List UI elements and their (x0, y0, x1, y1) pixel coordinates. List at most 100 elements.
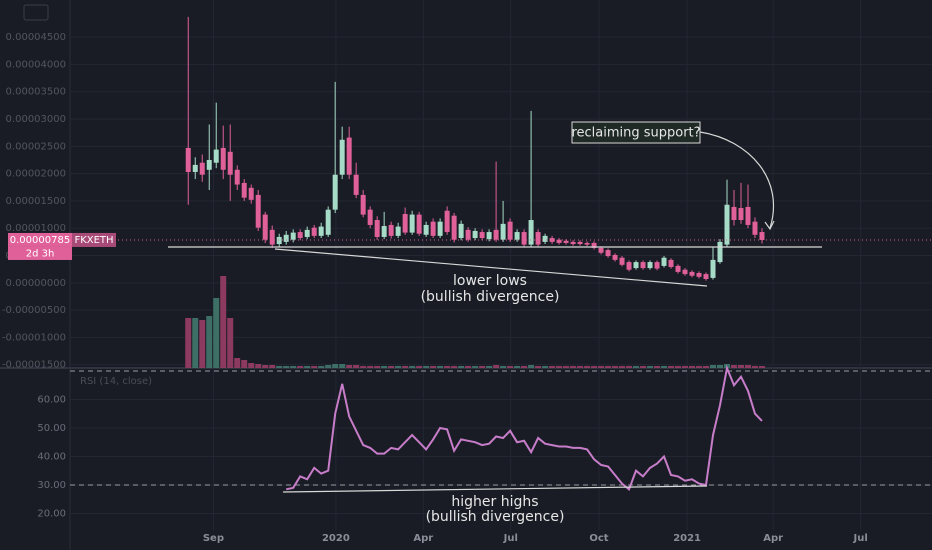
volume-bar (444, 366, 451, 368)
candle-body (367, 209, 373, 225)
candle-body (584, 242, 590, 245)
volume-bar (430, 366, 437, 368)
volume-bar (234, 358, 241, 368)
price-tag: 0.00000785 FKXETH 2d 3h (8, 232, 932, 260)
x-tick-label: Apr (763, 533, 783, 544)
candle-body (262, 214, 268, 240)
candle-body (199, 162, 205, 175)
volume-bar (206, 316, 213, 368)
candle-body (591, 242, 597, 248)
candle-body (395, 226, 401, 236)
volume-bar (640, 366, 647, 368)
candle-body (409, 214, 415, 233)
candle-body (724, 204, 730, 245)
volume-bar (591, 366, 598, 368)
volume-bar (549, 366, 556, 368)
symbol-label: FKXETH (74, 235, 113, 246)
volume-bar (675, 366, 682, 368)
candle-body (696, 272, 702, 277)
y-tick-label: -0.00001500 (2, 360, 66, 371)
volume-bar (584, 366, 591, 368)
volume-bar (255, 364, 262, 368)
volume (185, 276, 765, 368)
volume-bar (619, 366, 626, 368)
candle-body (311, 227, 317, 236)
candle-body (472, 230, 478, 239)
volume-bar (304, 366, 311, 368)
x-tick-label: Jul (852, 533, 867, 544)
candle-body (689, 271, 695, 276)
volume-bar (605, 366, 612, 368)
candle-body (185, 147, 191, 172)
candle-body (570, 241, 576, 245)
volume-bar (402, 366, 409, 368)
y-tick-label: -0.00001000 (2, 332, 66, 343)
candle-body (388, 224, 394, 236)
volume-bar (577, 366, 584, 368)
candle-body (605, 250, 611, 257)
candle-body (206, 159, 212, 170)
volume-bar (423, 366, 430, 368)
candle-body (710, 259, 716, 278)
volume-bar (297, 366, 304, 368)
volume-bar (241, 360, 248, 368)
volume-bar (696, 366, 703, 368)
volume-bar (248, 363, 255, 368)
volume-bar (220, 276, 227, 368)
candle-body (661, 257, 667, 266)
volume-bar (703, 366, 710, 368)
candle-body (423, 224, 429, 235)
candle-body (318, 226, 324, 236)
volume-bar (465, 366, 472, 368)
candle-body (479, 232, 485, 239)
candle-body (283, 234, 289, 242)
candle-body (437, 221, 443, 236)
volume-bar (353, 365, 360, 368)
trend-line (274, 248, 708, 287)
candle-body (213, 149, 219, 163)
y-tick-label: 30.00 (37, 480, 66, 491)
x-tick-label: Jul (503, 533, 518, 544)
volume-bar (339, 364, 346, 368)
candle-body (339, 139, 345, 175)
volume-bar (493, 365, 500, 368)
candle-body (248, 187, 254, 200)
volume-bar (633, 366, 640, 368)
candle-body (703, 274, 709, 280)
candle-body (304, 229, 310, 237)
candle-body (542, 235, 548, 242)
countdown-box (8, 246, 72, 260)
candle-body (255, 194, 261, 228)
candle-body (514, 232, 520, 240)
volume-bar (437, 366, 444, 368)
annotation: reclaiming support? (571, 126, 700, 141)
volume-bar (318, 366, 325, 368)
candle-body (381, 226, 387, 237)
volume-bar (388, 366, 395, 368)
candle-body (430, 221, 436, 236)
candle-body (325, 209, 331, 235)
candle-body (227, 151, 233, 175)
candle-body (528, 220, 534, 245)
volume-bar (528, 365, 535, 368)
volume-bar (381, 366, 388, 368)
volume-bar (521, 366, 528, 368)
volume-bar (290, 366, 297, 368)
volume-bar (654, 366, 661, 368)
x-tick-label: Apr (413, 533, 433, 544)
price-tag-label: 0.00000785 (10, 235, 70, 246)
candle-body (619, 257, 625, 265)
candle-body (654, 262, 660, 269)
candle-body (759, 232, 765, 240)
volume-bar (682, 366, 689, 368)
volume-bar (451, 366, 458, 368)
countdown-label: 2d 3h (26, 248, 55, 259)
volume-bar (626, 366, 633, 368)
candle-body (752, 221, 758, 235)
candle-body (507, 221, 513, 240)
volume-bar (542, 366, 549, 368)
volume-bar (395, 366, 402, 368)
toolbar-box[interactable] (23, 4, 49, 21)
y-tick-label: -0.00000500 (2, 305, 66, 316)
